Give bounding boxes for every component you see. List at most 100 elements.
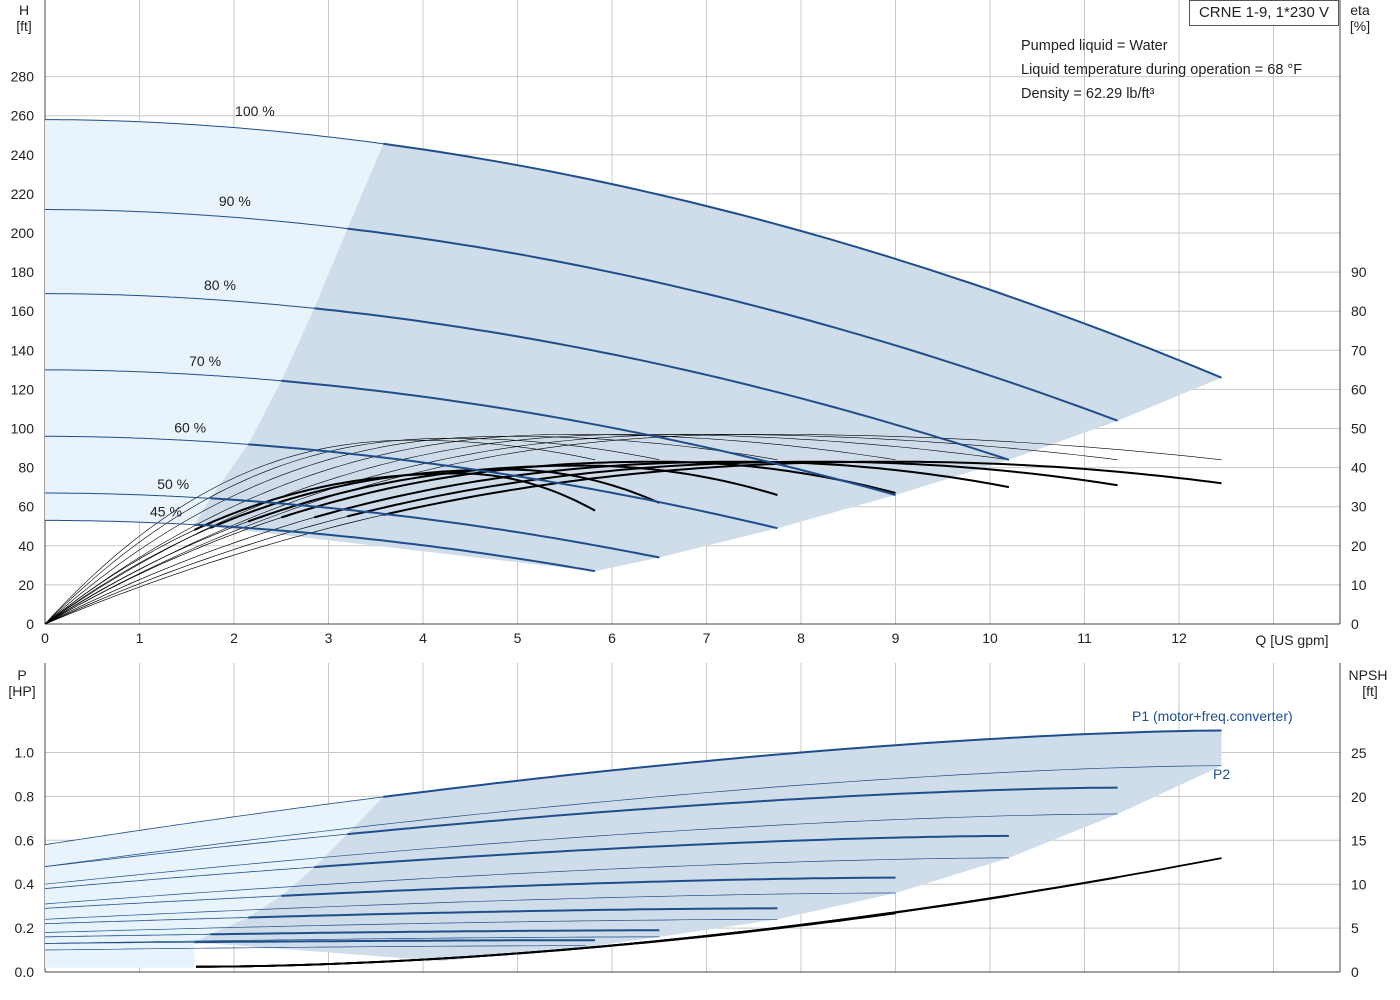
- npsh-tick-label: 10: [1351, 876, 1367, 892]
- eta-tick-label: 80: [1351, 303, 1367, 319]
- p2-curve: [44, 813, 1118, 885]
- liquid-info-line: Density = 62.29 lb/ft³: [1021, 86, 1155, 102]
- eta-tick-label: 10: [1351, 577, 1367, 593]
- npsh-tick-label: 25: [1351, 745, 1367, 761]
- head-axis-label: H: [19, 2, 29, 18]
- p1-curve: [347, 786, 1118, 836]
- npsh-tick-label: 15: [1351, 833, 1367, 849]
- head-tick-label: 100: [11, 421, 35, 437]
- head-tick-label: 260: [11, 108, 35, 124]
- head-tick-label: 220: [11, 186, 35, 202]
- p2-curve: [44, 945, 586, 951]
- eta-tick-label: 70: [1351, 342, 1367, 358]
- eta-tick-label: 40: [1351, 460, 1367, 476]
- x-tick-label: 6: [608, 630, 616, 646]
- head-tick-label: 180: [11, 264, 35, 280]
- npsh-axis-unit: [ft]: [1362, 683, 1378, 699]
- x-tick-label: 9: [892, 630, 900, 646]
- power-tick-label: 0.2: [15, 920, 35, 936]
- head-tick-label: 160: [11, 303, 35, 319]
- efficiency-curve-thin: [44, 439, 596, 625]
- power-tick-label: 0.0: [15, 964, 35, 980]
- liquid-info-line: Liquid temperature during operation = 68…: [1021, 62, 1303, 78]
- power-region-light: [45, 796, 384, 968]
- p1-curve-thin: [44, 917, 249, 925]
- head-curve: [383, 142, 1222, 379]
- operating-region-light: [45, 119, 384, 525]
- p2-curve: [44, 918, 778, 933]
- power-tick-label: 0.4: [15, 876, 35, 892]
- x-tick-label: 12: [1171, 630, 1187, 646]
- eta-tick-label: 0: [1351, 616, 1359, 632]
- x-tick-label: 8: [797, 630, 805, 646]
- p1-curve-thin: [44, 941, 195, 944]
- p2-curve: [44, 892, 896, 920]
- eta-tick-label: 20: [1351, 538, 1367, 554]
- head-curve-thin: [45, 492, 211, 499]
- power-tick-label: 0.6: [15, 832, 35, 848]
- p1-curve: [248, 907, 778, 919]
- p1-curve-thin: [44, 796, 384, 846]
- x-tick-label: 4: [419, 630, 427, 646]
- x-tick-label: 5: [514, 630, 522, 646]
- p2-curve: [44, 857, 1009, 905]
- head-curve: [210, 497, 660, 559]
- head-tick-label: 240: [11, 147, 35, 163]
- power-tick-label: 1.0: [15, 745, 35, 761]
- eta-tick-label: 30: [1351, 499, 1367, 515]
- x-tick-label: 1: [136, 630, 144, 646]
- head-curve-thin: [45, 435, 249, 445]
- p1-curve-thin: [44, 895, 282, 909]
- npsh-tick-label: 5: [1351, 920, 1359, 936]
- p1-curve: [383, 729, 1222, 798]
- operating-region-dark: [194, 143, 1222, 572]
- efficiency-curve-thin: [44, 436, 778, 625]
- power-tick-label: 0.8: [15, 788, 35, 804]
- p2-series-label: P2: [1213, 766, 1230, 782]
- npsh-tick-label: 20: [1351, 789, 1367, 805]
- p2-curve: [44, 765, 1222, 867]
- efficiency-curve-thin: [44, 434, 1118, 625]
- tick-layer: 0 1 2 3 4 5 6 7 8 9 10 11 12020406080100120140160180…: [11, 69, 1367, 980]
- p1-curve: [194, 939, 595, 944]
- operating-region-layer: [45, 119, 1222, 968]
- npsh-tick-label: 0: [1351, 964, 1359, 980]
- power-axis-unit: [HP]: [8, 683, 35, 699]
- head-curve-thin: [45, 209, 348, 230]
- axis-title-layer: H [ft] eta [%] Q [US gpm] P [HP] NPSH [f…: [8, 2, 1387, 782]
- eta-tick-label: 50: [1351, 421, 1367, 437]
- x-tick-label: 2: [230, 630, 238, 646]
- p1-curve: [210, 929, 660, 936]
- x-tick-label: 7: [703, 630, 711, 646]
- efficiency-curve-thin: [44, 434, 1009, 625]
- efficiency-curve-operating: [193, 472, 596, 531]
- p2-curve: [44, 936, 660, 944]
- efficiency-curve-thin: [44, 438, 660, 625]
- power-axis-label: P: [17, 667, 26, 683]
- head-tick-label: 0: [26, 616, 34, 632]
- efficiency-curve-thin: [44, 434, 896, 625]
- speed-label: 70 %: [189, 353, 221, 369]
- p1-curve: [314, 834, 1009, 869]
- speed-label: 45 %: [150, 503, 182, 519]
- head-axis-unit: [ft]: [16, 18, 32, 34]
- x-tick-label: 0: [41, 630, 49, 646]
- npsh-axis-label: NPSH: [1349, 667, 1388, 683]
- head-curve: [314, 307, 1010, 461]
- head-curve-thin: [45, 519, 195, 526]
- efficiency-curve-operating: [280, 460, 896, 519]
- efficiency-curve-operating: [247, 464, 778, 523]
- p1-curve: [281, 876, 896, 897]
- efficiency-curve-operating: [210, 468, 660, 529]
- x-tick-label: 3: [325, 630, 333, 646]
- p1-curve-thin: [44, 866, 315, 889]
- head-curve-thin: [45, 369, 282, 382]
- eta-axis-label: eta: [1350, 2, 1370, 18]
- liquid-info: Pumped liquid = Water Liquid temperature…: [1021, 34, 1302, 106]
- head-tick-label: 140: [11, 342, 35, 358]
- curve-layer: [44, 119, 1222, 968]
- speed-label: 100 %: [235, 103, 275, 119]
- head-curve: [194, 523, 596, 573]
- head-curve-thin: [45, 293, 315, 309]
- efficiency-curve-operating: [347, 460, 1118, 518]
